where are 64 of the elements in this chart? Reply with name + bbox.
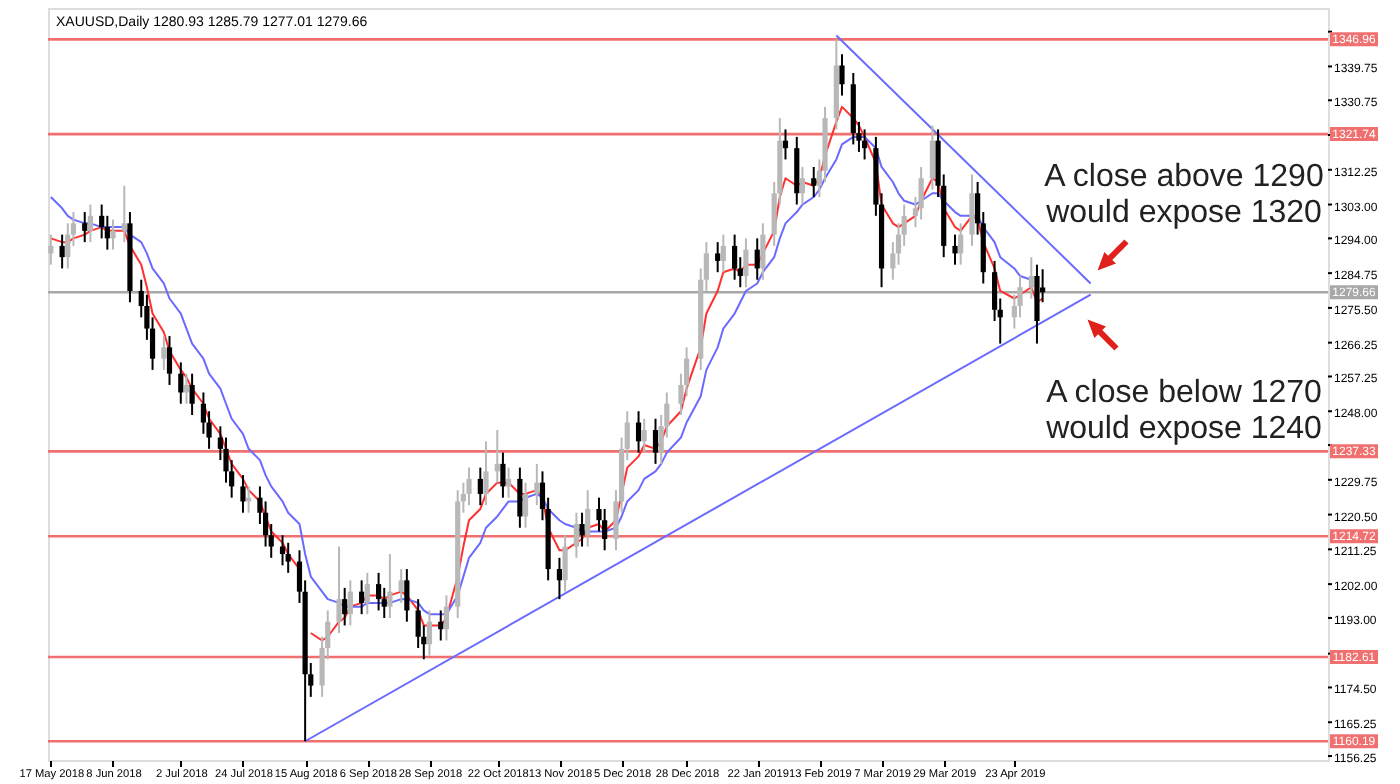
candlestick [839, 53, 845, 97]
candlestick [483, 440, 489, 507]
candlestick [794, 135, 800, 206]
candlestick [969, 173, 975, 247]
candlestick [517, 466, 523, 529]
candlestick [359, 579, 365, 616]
candlestick [760, 222, 766, 281]
candlestick [48, 233, 54, 266]
candlestick [347, 579, 353, 627]
candlestick [443, 594, 450, 642]
annotation: A close above 1290 would expose 1320 [1044, 160, 1324, 230]
candlestick [178, 361, 184, 405]
candlestick [715, 241, 721, 274]
candlestick [477, 466, 483, 507]
candlestick [110, 218, 116, 251]
candlestick [161, 335, 167, 371]
candlestick [166, 335, 173, 386]
candlestick [1028, 256, 1034, 300]
candlestick [240, 474, 246, 514]
candlestick [522, 481, 529, 529]
candlestick [641, 417, 647, 454]
candlestick [387, 553, 393, 619]
candlestick [952, 233, 958, 266]
candlestick [398, 568, 404, 604]
candlestick [426, 609, 433, 657]
candlestick [754, 237, 760, 281]
candlestick [811, 165, 817, 199]
candlestick [59, 233, 65, 270]
candlestick [404, 568, 410, 623]
candlestick [799, 165, 806, 206]
candlestick [342, 586, 348, 627]
candlestick [438, 609, 444, 642]
candlestick [585, 489, 591, 548]
candlestick [1034, 263, 1040, 345]
candlestick [652, 417, 659, 465]
candlestick [336, 545, 342, 634]
candlestick [573, 511, 579, 559]
candlestick [500, 451, 506, 499]
candlestick [743, 237, 749, 289]
candlestick [466, 466, 472, 507]
candlestick [918, 165, 924, 221]
candlestick [958, 222, 964, 266]
candlestick [534, 462, 540, 507]
candlestick [732, 233, 738, 281]
candlestick [183, 372, 190, 405]
candlestick [285, 541, 291, 574]
candlestick [189, 372, 195, 416]
candlestick [562, 534, 568, 593]
candlestick [505, 466, 512, 499]
candlestick [364, 571, 370, 616]
candlestick [556, 556, 563, 601]
candlestick [494, 429, 500, 484]
candlestick [121, 184, 127, 244]
candlestick [87, 203, 93, 244]
candlestick [782, 128, 789, 161]
candlestick [720, 233, 726, 274]
candlestick [929, 124, 936, 191]
candlestick [635, 410, 642, 454]
candlestick [376, 571, 382, 612]
candlestick [279, 534, 286, 567]
candlestick [579, 511, 585, 548]
candlestick [862, 128, 868, 161]
candlestick [82, 211, 88, 244]
annotation: A close below 1270 would expose 1240 [1044, 376, 1323, 446]
